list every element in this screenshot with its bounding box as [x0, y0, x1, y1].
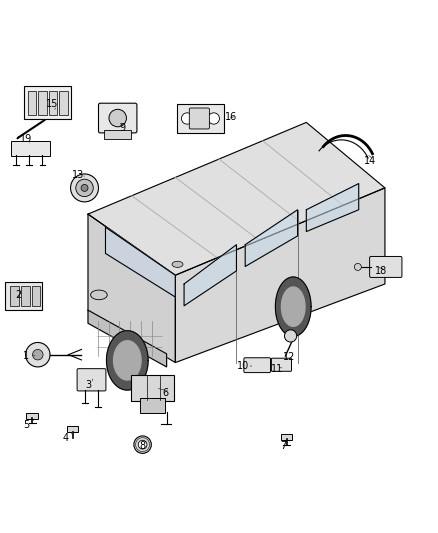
- Text: 14: 14: [364, 156, 376, 166]
- Circle shape: [81, 184, 88, 191]
- FancyBboxPatch shape: [59, 92, 68, 115]
- FancyBboxPatch shape: [104, 130, 131, 140]
- Text: 5: 5: [23, 419, 29, 430]
- FancyBboxPatch shape: [49, 92, 57, 115]
- Text: 18: 18: [375, 266, 388, 276]
- Text: 3: 3: [85, 380, 91, 390]
- Text: 8: 8: [140, 441, 146, 451]
- Text: 12: 12: [283, 352, 295, 362]
- Text: 2: 2: [15, 290, 21, 300]
- Polygon shape: [106, 227, 175, 297]
- Circle shape: [134, 436, 151, 454]
- Polygon shape: [184, 245, 237, 306]
- Ellipse shape: [91, 290, 107, 300]
- Polygon shape: [88, 214, 175, 362]
- Polygon shape: [306, 183, 359, 231]
- Circle shape: [71, 174, 99, 202]
- Circle shape: [285, 330, 297, 342]
- FancyBboxPatch shape: [244, 358, 271, 373]
- Text: 16: 16: [225, 112, 237, 122]
- Text: 1: 1: [23, 351, 29, 361]
- Polygon shape: [88, 123, 385, 275]
- FancyBboxPatch shape: [77, 369, 106, 391]
- Text: 11: 11: [271, 364, 283, 374]
- FancyBboxPatch shape: [272, 358, 291, 372]
- Circle shape: [181, 113, 193, 124]
- Text: 9: 9: [119, 123, 125, 133]
- Text: 7: 7: [280, 441, 287, 451]
- Text: 10: 10: [237, 361, 249, 371]
- FancyBboxPatch shape: [38, 92, 47, 115]
- Circle shape: [25, 343, 50, 367]
- Polygon shape: [113, 341, 141, 380]
- Circle shape: [32, 350, 43, 360]
- FancyBboxPatch shape: [26, 413, 38, 419]
- Circle shape: [208, 113, 219, 124]
- Circle shape: [109, 109, 127, 127]
- Text: 4: 4: [62, 433, 68, 442]
- Ellipse shape: [172, 261, 183, 268]
- Text: 15: 15: [46, 99, 58, 109]
- Text: 19: 19: [20, 134, 32, 144]
- FancyBboxPatch shape: [140, 398, 165, 413]
- Polygon shape: [245, 210, 297, 266]
- FancyBboxPatch shape: [24, 86, 71, 119]
- Polygon shape: [276, 277, 311, 336]
- Polygon shape: [175, 188, 385, 362]
- FancyBboxPatch shape: [281, 434, 292, 440]
- Polygon shape: [106, 330, 148, 390]
- FancyBboxPatch shape: [131, 375, 174, 400]
- Circle shape: [138, 440, 147, 449]
- Text: 6: 6: [162, 388, 169, 398]
- FancyBboxPatch shape: [5, 282, 42, 310]
- FancyBboxPatch shape: [189, 108, 209, 129]
- FancyBboxPatch shape: [370, 256, 402, 277]
- FancyBboxPatch shape: [99, 103, 137, 133]
- Text: 13: 13: [72, 170, 85, 180]
- Circle shape: [76, 179, 93, 197]
- Polygon shape: [88, 310, 166, 367]
- FancyBboxPatch shape: [21, 286, 29, 306]
- FancyBboxPatch shape: [10, 286, 18, 306]
- FancyBboxPatch shape: [32, 286, 40, 306]
- FancyBboxPatch shape: [177, 104, 224, 133]
- Polygon shape: [282, 287, 305, 326]
- FancyBboxPatch shape: [11, 141, 49, 156]
- Circle shape: [354, 263, 361, 270]
- FancyBboxPatch shape: [28, 92, 36, 115]
- FancyBboxPatch shape: [67, 426, 78, 432]
